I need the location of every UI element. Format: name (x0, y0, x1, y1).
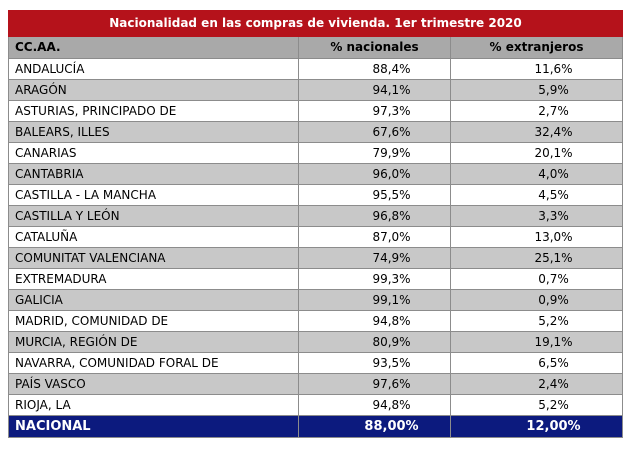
cell-nationals: 94,8% (298, 394, 451, 416)
cell-region: ANDALUCÍA (8, 58, 299, 80)
cell-nationals: 93,5% (298, 352, 451, 374)
table-row: CANARIAS 79,9% 20,1% (8, 142, 624, 164)
cell-nationals: 96,0% (298, 163, 451, 185)
table-row: CANTABRIA 96,0% 4,0% (8, 163, 624, 185)
table-row: MADRID, COMUNIDAD DE 94,8% 5,2% (8, 310, 624, 332)
header-foreigners: % extranjeros (449, 36, 624, 59)
cell-region: CANARIAS (8, 142, 299, 164)
table-row: CATALUÑA 87,0% 13,0% (8, 226, 624, 248)
cell-nationals: 99,3% (298, 268, 451, 290)
header-row: CC.AA. % nacionales % extranjeros (8, 36, 624, 59)
table-row: CASTILLA - LA MANCHA 95,5% 4,5% (8, 184, 624, 206)
cell-region: MADRID, COMUNIDAD DE (8, 310, 299, 332)
cell-foreigners: 5,2% (449, 310, 624, 332)
cell-foreigners: 5,9% (449, 79, 624, 101)
cell-region: ASTURIAS, PRINCIPADO DE (8, 100, 299, 122)
cell-region: CANTABRIA (8, 163, 299, 185)
cell-foreigners: 4,5% (449, 184, 624, 206)
nationality-table: Nacionalidad en las compras de vivienda.… (7, 10, 624, 438)
total-nationals: 88,00% (298, 415, 451, 438)
cell-foreigners: 2,4% (449, 373, 624, 395)
table-row: COMUNITAT VALENCIANA 74,9% 25,1% (8, 247, 624, 269)
table-row: PAÍS VASCO 97,6% 2,4% (8, 373, 624, 395)
cell-foreigners: 11,6% (449, 58, 624, 80)
cell-nationals: 94,1% (298, 79, 451, 101)
cell-foreigners: 13,0% (449, 226, 624, 248)
cell-region: ARAGÓN (8, 79, 299, 101)
cell-region: CATALUÑA (8, 226, 299, 248)
cell-nationals: 74,9% (298, 247, 451, 269)
cell-nationals: 79,9% (298, 142, 451, 164)
cell-nationals: 94,8% (298, 310, 451, 332)
header-region: CC.AA. (8, 36, 299, 59)
cell-foreigners: 2,7% (449, 100, 624, 122)
cell-region: EXTREMADURA (8, 268, 299, 290)
cell-foreigners: 0,7% (449, 268, 624, 290)
table-title: Nacionalidad en las compras de vivienda.… (7, 10, 624, 37)
cell-nationals: 99,1% (298, 289, 451, 311)
table-row: GALICIA 99,1% 0,9% (8, 289, 624, 311)
cell-foreigners: 19,1% (449, 331, 624, 353)
cell-region: COMUNITAT VALENCIANA (8, 247, 299, 269)
total-foreigners: 12,00% (449, 415, 624, 438)
total-row: NACIONAL 88,00% 12,00% (8, 415, 624, 438)
cell-foreigners: 20,1% (449, 142, 624, 164)
table-row: CASTILLA Y LEÓN 96,8% 3,3% (8, 205, 624, 227)
cell-region: MURCIA, REGIÓN DE (8, 331, 299, 353)
cell-region: RIOJA, LA (8, 394, 299, 416)
nationality-table-container: Nacionalidad en las compras de vivienda.… (7, 10, 624, 438)
table-row: ASTURIAS, PRINCIPADO DE 97,3% 2,7% (8, 100, 624, 122)
cell-foreigners: 3,3% (449, 205, 624, 227)
cell-foreigners: 6,5% (449, 352, 624, 374)
cell-nationals: 80,9% (298, 331, 451, 353)
cell-foreigners: 32,4% (449, 121, 624, 143)
table-row: ANDALUCÍA 88,4% 11,6% (8, 58, 624, 80)
table-row: NAVARRA, COMUNIDAD FORAL DE 93,5% 6,5% (8, 352, 624, 374)
cell-region: CASTILLA Y LEÓN (8, 205, 299, 227)
table-title-row: Nacionalidad en las compras de vivienda.… (7, 10, 624, 37)
table-row: BALEARS, ILLES 67,6% 32,4% (8, 121, 624, 143)
cell-nationals: 87,0% (298, 226, 451, 248)
cell-region: NAVARRA, COMUNIDAD FORAL DE (8, 352, 299, 374)
cell-foreigners: 25,1% (449, 247, 624, 269)
total-region: NACIONAL (8, 415, 299, 438)
table-row: EXTREMADURA 99,3% 0,7% (8, 268, 624, 290)
table-row: RIOJA, LA 94,8% 5,2% (8, 394, 624, 416)
cell-nationals: 97,3% (298, 100, 451, 122)
cell-nationals: 97,6% (298, 373, 451, 395)
cell-nationals: 67,6% (298, 121, 451, 143)
cell-region: BALEARS, ILLES (8, 121, 299, 143)
cell-region: PAÍS VASCO (8, 373, 299, 395)
cell-region: CASTILLA - LA MANCHA (8, 184, 299, 206)
table-row: ARAGÓN 94,1% 5,9% (8, 79, 624, 101)
cell-nationals: 96,8% (298, 205, 451, 227)
header-nationals: % nacionales (298, 36, 451, 59)
cell-foreigners: 0,9% (449, 289, 624, 311)
table-row: MURCIA, REGIÓN DE 80,9% 19,1% (8, 331, 624, 353)
cell-foreigners: 4,0% (449, 163, 624, 185)
cell-region: GALICIA (8, 289, 299, 311)
cell-nationals: 95,5% (298, 184, 451, 206)
cell-nationals: 88,4% (298, 58, 451, 80)
cell-foreigners: 5,2% (449, 394, 624, 416)
